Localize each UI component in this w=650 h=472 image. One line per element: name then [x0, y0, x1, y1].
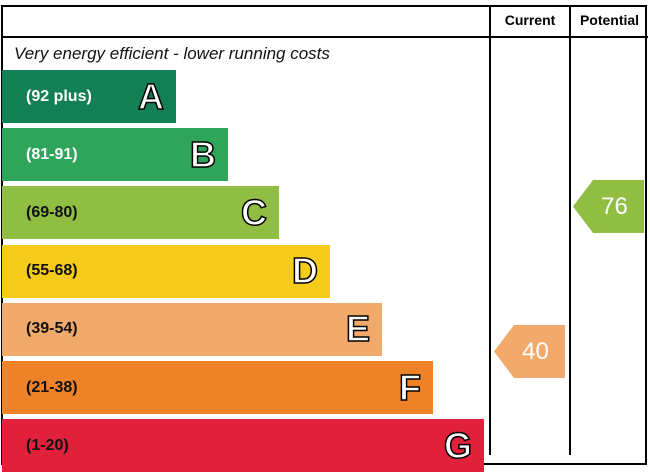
band-letter: F [398, 366, 422, 409]
band-bar-e: (39-54) E [2, 302, 382, 356]
current-rating-value: 40 [522, 337, 549, 365]
band-range: (92 plus) [26, 87, 92, 105]
band-bar-c: (69-80) C [2, 186, 279, 240]
potential-rating-arrow: 76 [573, 180, 644, 233]
header-divider [1, 36, 648, 38]
potential-header: Potential [579, 12, 640, 28]
potential-rating-value: 76 [601, 192, 628, 220]
current-header: Current [504, 12, 556, 28]
band-bar-a: (92 plus) A [2, 70, 176, 123]
band-letter: B [189, 133, 217, 176]
band-letter: G [443, 424, 473, 467]
band-range: (69-80) [26, 203, 78, 221]
band-bar-g: (1-20) G [2, 419, 484, 472]
band-range: (1-20) [26, 436, 69, 454]
band-letter: C [240, 191, 268, 234]
band-bar-b: (81-91) B [2, 128, 228, 182]
band-range: (55-68) [26, 262, 78, 280]
column-divider [569, 5, 571, 455]
band-range: (39-54) [26, 320, 78, 338]
band-bar-d: (55-68) D [2, 244, 330, 298]
column-divider [489, 5, 491, 455]
band-letter: A [137, 75, 165, 118]
band-bar-f: (21-38) F [2, 361, 433, 414]
efficiency-note: Very energy efficient - lower running co… [14, 44, 330, 63]
band-letter: D [291, 249, 319, 292]
band-range: (81-91) [26, 145, 78, 163]
band-letter: E [345, 308, 371, 351]
band-range: (21-38) [26, 378, 78, 396]
